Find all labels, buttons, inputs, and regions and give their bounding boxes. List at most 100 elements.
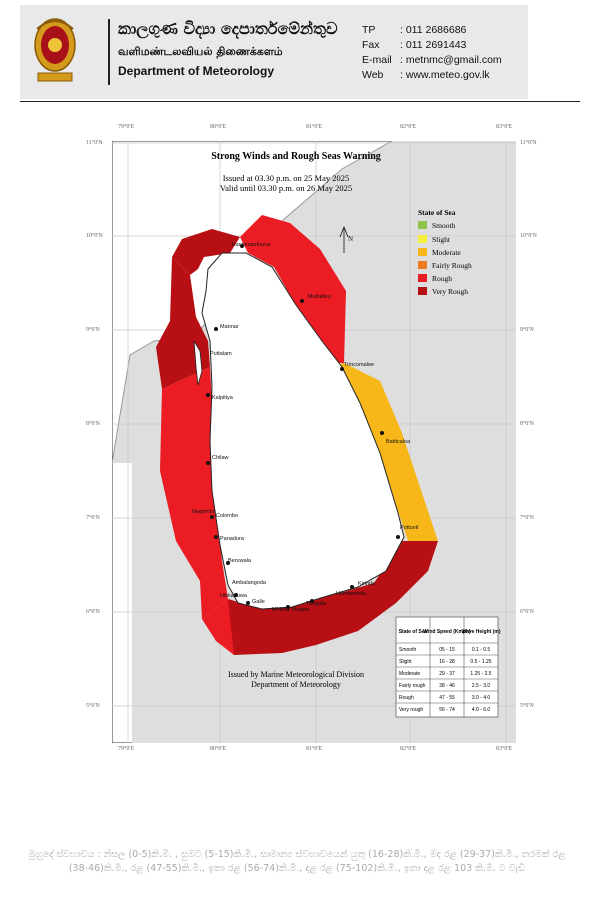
table-cell: 0.5 - 1.25 [470,659,491,665]
place-label: Batticaloa [386,439,411,445]
government-emblem-icon [34,18,76,82]
lon-label: 79°0'E [118,124,135,130]
place-label: Galle [252,599,265,605]
legend-label: Slight [432,235,451,244]
legend-label: Fairly Rough [432,261,472,270]
place-label: Beruwala [228,558,252,564]
table-cell: Very rough [399,707,423,713]
legend-label: Rough [432,274,452,283]
legend-label: Smooth [432,221,456,230]
table-cell: Rough [399,695,414,701]
table-cell: 29 - 37 [439,671,455,677]
sinhala-sea-state-note: මුහුදේ ස්වභාවය : නිසල (0-5)කි.මී. , සුමට… [28,849,566,874]
table-header: State of Sea [399,629,428,635]
sea-state-map: Kankesanthurai Mullaitivu Mannar Trincom… [112,141,516,743]
lat-label: 9°0'N [86,327,100,333]
table-cell: 2.5 - 3.0 [472,683,491,689]
lon-label: 81°0'E [306,124,323,130]
legend-swatch-fairly-rough [418,261,427,269]
svg-text:N: N [348,235,353,243]
legend-swatch-smooth [418,221,427,229]
org-name-sinhala: කාලගුණ විද්‍යා දෙපාර්තමේන්තුව [118,19,338,38]
contact-key: Fax [362,39,380,51]
lat-label-right: 9°0'N [520,327,534,333]
contact-key: Web [362,69,384,81]
table-cell: 05 - 15 [439,647,455,653]
contact-row: Fax : 011 2691443 [362,38,502,53]
place-label: Chilaw [212,455,229,461]
legend-swatch-slight [418,235,427,243]
lat-label-right: 7°0'N [520,515,534,521]
contact-row: E-mail : metnmc@gmail.com [362,53,502,68]
lat-label: 7°0'N [86,515,100,521]
sea-state-table: State of Sea Wind Speed (Kmph) Wave Heig… [395,616,501,718]
place-label: Hambantota [336,591,367,597]
issued-by-department: Department of Meteorology [251,680,341,689]
map-title: Strong Winds and Rough Seas Warning [211,151,381,162]
letterhead: කාලගුණ විද්‍යා දෙපාර්තමේන්තුව வளிமண்டலவி… [20,5,528,99]
table-cell: Moderate [399,671,420,677]
lat-label-right: 11°0'N [520,140,537,146]
lat-label-right: 8°0'N [520,421,534,427]
lon-label-bottom: 79°0'E [118,746,135,752]
table-cell: 1.25 - 2.5 [470,671,491,677]
legend-swatch-very-rough [418,287,427,295]
place-label: Hikkaduwa [220,593,248,599]
legend: State of Sea Smooth Slight Moderate Fair… [418,208,472,296]
table-cell: Smooth [399,647,416,653]
place-label: Matara [292,607,310,613]
issued-time: Issued at 03.30 p.m. on 25 May 2025 [223,173,350,183]
table-cell: 4.0 - 6.0 [472,707,491,713]
lat-label-right: 5°0'N [520,703,534,709]
table-cell: 56 - 74 [439,707,455,713]
lon-label-bottom: 83°0'E [496,746,513,752]
lon-label: 82°0'E [400,124,417,130]
table-cell: Slight [399,659,412,665]
sri-lanka-land [201,252,405,610]
lon-label-bottom: 81°0'E [306,746,323,752]
org-name-tamil: வளிமண்டலவியல் திணைக்களம் [118,45,283,58]
table-cell: 0.1 - 0.5 [472,647,491,653]
lon-label: 80°0'E [210,124,227,130]
place-label: Kalpitiya [212,395,234,401]
legend-label: Very Rough [432,287,468,296]
legend-title: State of Sea [418,208,456,217]
phone-number: : 011 2686686 [400,24,467,36]
lon-label: 83°0'E [496,124,513,130]
table-cell: 16 - 28 [439,659,455,665]
legend-swatch-moderate [418,248,427,256]
north-arrow-icon: N [339,225,353,253]
table-cell: 47 - 55 [439,695,455,701]
contact-block: TP: 011 2686686 Fax : 011 2691443 E-mail:… [362,23,502,83]
place-label: Negombo [192,509,216,515]
valid-until-time: Valid until 03.30 p.m. on 26 May 2025 [220,183,352,193]
contact-row: TP: 011 2686686 [362,23,502,38]
org-name-english: Department of Meteorology [118,64,275,78]
table-cell: 38 - 46 [439,683,455,689]
lon-label-bottom: 80°0'E [210,746,227,752]
place-label: Mirissa [272,607,290,613]
table-header: Wind Speed (Kmph) [423,629,471,635]
fax-number: : 011 2691443 [400,39,467,51]
lat-label: 8°0'N [86,421,100,427]
lat-label: 6°0'N [86,609,100,615]
town-markers [206,244,400,609]
lat-label: 5°0'N [86,703,100,709]
header-rule [20,101,580,102]
lat-label: 10°0'N [86,233,103,239]
place-label: Trincomalee [344,362,374,368]
place-label: Ambalangoda [232,580,267,586]
contact-key: E-mail [362,54,392,66]
lat-label-right: 6°0'N [520,609,534,615]
lon-label-bottom: 82°0'E [400,746,417,752]
table-cell: Fairly rough [399,683,426,689]
table-cell: 3.0 - 4.0 [472,695,491,701]
legend-swatch-rough [418,274,427,282]
email-address: : metnmc@gmail.com [400,54,502,66]
issued-by-division: Issued by Marine Meteorological Division [228,670,364,679]
contact-row: Web: www.meteo.gov.lk [362,68,502,83]
kalpitiya-peninsula [193,340,203,386]
legend-label: Moderate [432,248,461,257]
place-label: Tangalle [306,601,327,607]
table-header: Wave Height (m) [462,629,501,635]
